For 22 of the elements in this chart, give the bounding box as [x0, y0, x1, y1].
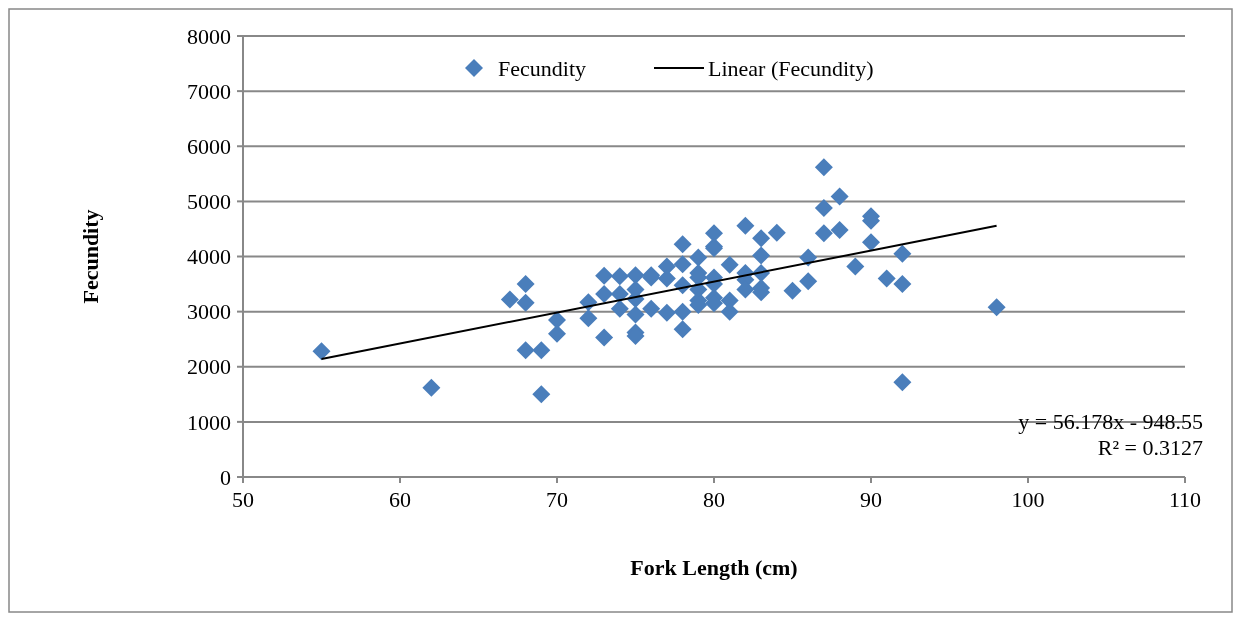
y-tick-label: 1000: [187, 409, 231, 435]
y-tick-label: 4000: [187, 244, 231, 270]
x-axis-title: Fork Length (cm): [630, 555, 798, 580]
x-tick-label: 50: [232, 487, 254, 512]
y-tick-label: 2000: [187, 354, 231, 380]
y-tick-label: 0: [220, 464, 231, 490]
x-tick-label: 90: [860, 487, 882, 512]
y-tick-label: 3000: [187, 299, 231, 325]
annotation: R² = 0.3127: [1097, 435, 1203, 460]
x-tick-label: 70: [546, 487, 568, 512]
legend-label: Fecundity: [498, 55, 586, 81]
x-tick-label: 60: [389, 487, 411, 512]
y-tick-label: 8000: [187, 23, 231, 49]
x-tick-label: 100: [1011, 487, 1045, 512]
y-axis-title: Fecundity: [78, 209, 103, 304]
annotation: y = 56.178x - 948.55: [1018, 409, 1203, 434]
legend-label: Linear (Fecundity): [708, 55, 874, 81]
y-tick-label: 5000: [187, 189, 231, 215]
y-tick-label: 6000: [187, 133, 231, 159]
x-tick-label: 110: [1168, 487, 1202, 512]
x-tick-label: 80: [703, 487, 725, 512]
y-tick-label: 7000: [187, 78, 231, 104]
